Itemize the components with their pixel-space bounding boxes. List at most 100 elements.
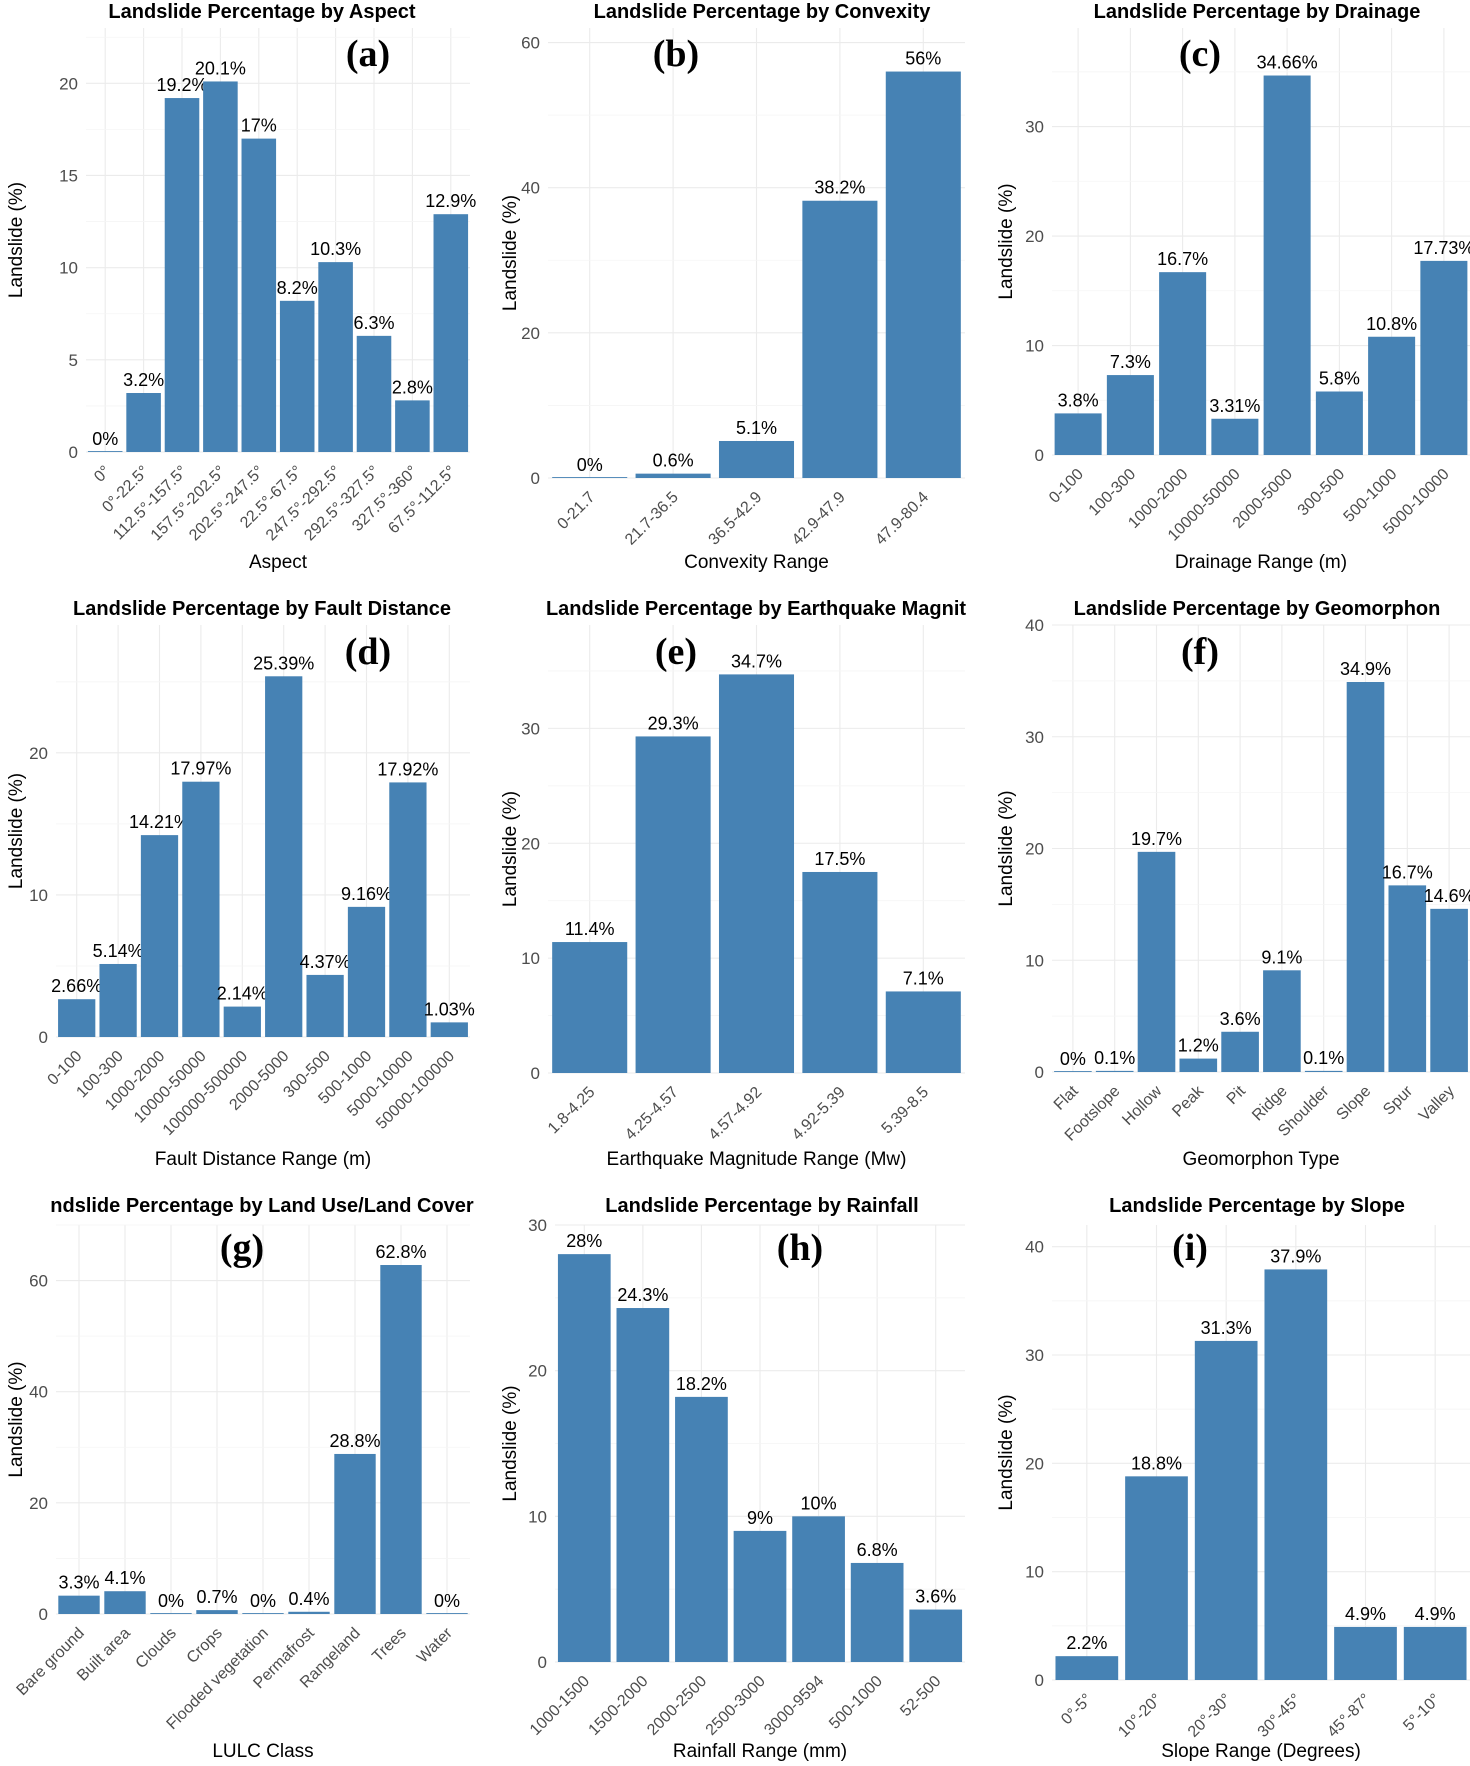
data-label: 6.3% bbox=[353, 313, 394, 333]
y-tick-label: 0 bbox=[69, 443, 78, 462]
data-label: 2.66% bbox=[51, 976, 102, 996]
x-tick-label: 47.9-80.4 bbox=[872, 489, 932, 549]
bar bbox=[1211, 418, 1259, 455]
bar bbox=[1334, 1626, 1397, 1680]
data-label: 34.66% bbox=[1257, 53, 1318, 73]
data-label: 11.4% bbox=[565, 919, 615, 939]
y-tick-label: 0 bbox=[531, 469, 540, 488]
bar bbox=[1388, 885, 1427, 1072]
x-axis-label: Convexity Range bbox=[684, 552, 829, 573]
x-tick-label: Trees bbox=[369, 1625, 410, 1666]
x-tick-label: 45°-87° bbox=[1324, 1691, 1374, 1741]
y-tick-label: 40 bbox=[521, 179, 540, 198]
bar bbox=[1125, 1476, 1188, 1680]
x-axis-label: Geomorphon Type bbox=[1182, 1149, 1339, 1170]
data-label: 3.8% bbox=[1058, 390, 1099, 410]
bar bbox=[616, 1308, 670, 1662]
bar bbox=[150, 1613, 192, 1614]
data-label: 10.8% bbox=[1366, 314, 1417, 334]
x-tick-label: 4.57-4.92 bbox=[706, 1084, 766, 1144]
data-label: 0% bbox=[92, 429, 118, 449]
y-tick-label: 10 bbox=[29, 886, 48, 905]
y-tick-label: 20 bbox=[29, 744, 48, 763]
y-tick-label: 30 bbox=[1025, 728, 1044, 747]
x-tick-label: 0-100 bbox=[1046, 466, 1087, 507]
data-label: 0.6% bbox=[653, 451, 694, 471]
bar bbox=[1054, 1071, 1092, 1072]
data-label: 34.7% bbox=[731, 651, 782, 671]
y-axis-label: Landslide (%) bbox=[6, 773, 27, 889]
bar bbox=[733, 1530, 787, 1662]
data-label: 3.2% bbox=[123, 370, 164, 390]
chart-panel-1: 0 5 10 15 20 0% 3.2% 19.2%20.1% 17% 8.2% 10.3% 6.3%… bbox=[6, 1, 476, 573]
x-tick-label: 67.5°-112.5° bbox=[385, 463, 459, 537]
y-tick-label: 20 bbox=[521, 324, 540, 343]
bar bbox=[718, 440, 795, 478]
y-tick-label: 15 bbox=[59, 166, 78, 185]
data-label: 2.8% bbox=[392, 377, 433, 397]
x-tick-label: 100-300 bbox=[1086, 466, 1140, 520]
bar bbox=[1264, 1269, 1328, 1680]
bar bbox=[1221, 1031, 1259, 1072]
data-label: 18.2% bbox=[676, 1374, 727, 1394]
y-tick-label: 0 bbox=[39, 1028, 48, 1047]
y-tick-label: 20 bbox=[528, 1362, 547, 1381]
x-tick-label: 36.5-42.9 bbox=[706, 489, 766, 549]
panel-title: Landslide Percentage by Fault Distance bbox=[73, 598, 451, 620]
bar bbox=[1368, 336, 1416, 455]
bar bbox=[1179, 1058, 1218, 1072]
y-tick-label: 0 bbox=[1035, 446, 1044, 465]
bar bbox=[203, 81, 238, 452]
chart-panel-7: 0 20 40 60 3.3% 4.1% 0% 0.7% 0% 0.4% 28.8% 62.8% 0% B… bbox=[6, 1195, 474, 1762]
data-label: 17.97% bbox=[170, 759, 231, 779]
data-label: 12.9% bbox=[425, 191, 476, 211]
x-tick-label: 0°-5° bbox=[1058, 1691, 1095, 1728]
x-tick-label: Slope bbox=[1333, 1083, 1374, 1124]
x-tick-label: 30°-45° bbox=[1255, 1691, 1305, 1741]
y-axis-label: Landslide (%) bbox=[500, 195, 521, 311]
panel-letter: (f) bbox=[1181, 631, 1219, 673]
data-label: 9.16% bbox=[341, 884, 392, 904]
x-tick-label: Water bbox=[414, 1624, 456, 1666]
data-label: 1.2% bbox=[1178, 1036, 1219, 1056]
panel-title: Landslide Percentage by Rainfall bbox=[605, 1195, 918, 1217]
y-tick-label: 30 bbox=[528, 1216, 547, 1235]
bar bbox=[288, 1611, 330, 1614]
bar bbox=[1159, 272, 1207, 455]
x-tick-label: Flat bbox=[1051, 1082, 1082, 1113]
y-axis-label: Landslide (%) bbox=[996, 183, 1017, 299]
data-label: 0% bbox=[250, 1591, 276, 1611]
y-tick-label: 30 bbox=[521, 719, 540, 738]
y-tick-label: 60 bbox=[521, 34, 540, 53]
bar bbox=[196, 1610, 238, 1614]
data-label: 2.14% bbox=[217, 984, 268, 1004]
bar bbox=[1304, 1070, 1343, 1072]
data-label: 18.8% bbox=[1131, 1453, 1182, 1473]
y-axis-label: Landslide (%) bbox=[996, 790, 1017, 906]
y-tick-label: 0 bbox=[538, 1653, 547, 1672]
bar bbox=[1420, 260, 1468, 455]
bar bbox=[718, 674, 795, 1073]
bar bbox=[885, 991, 961, 1073]
bar bbox=[675, 1396, 728, 1662]
y-axis-label: Landslide (%) bbox=[996, 1394, 1017, 1510]
y-tick-label: 0 bbox=[1035, 1063, 1044, 1082]
bar bbox=[1106, 375, 1154, 455]
x-tick-label: 2500-3000 bbox=[703, 1673, 769, 1739]
bar bbox=[426, 1613, 468, 1614]
y-axis-label: Landslide (%) bbox=[6, 1361, 27, 1477]
bar bbox=[58, 999, 96, 1037]
x-axis-label: Drainage Range (m) bbox=[1175, 552, 1347, 573]
bar bbox=[635, 736, 711, 1073]
y-tick-label: 40 bbox=[1025, 616, 1044, 635]
bar bbox=[318, 262, 353, 452]
bar bbox=[552, 942, 628, 1073]
y-tick-label: 10 bbox=[521, 949, 540, 968]
data-label: 9% bbox=[747, 1508, 773, 1528]
chart-panel-5: 0 10 20 30 11.4% 29.3% 34.7% 17.5% 7.1% 1.8-4.25 4… bbox=[500, 598, 966, 1170]
panel-title: Landslide Percentage by Convexity bbox=[594, 1, 932, 23]
data-label: 0% bbox=[577, 455, 603, 475]
bar bbox=[802, 871, 878, 1073]
x-tick-label: 0-21.7 bbox=[554, 489, 598, 533]
